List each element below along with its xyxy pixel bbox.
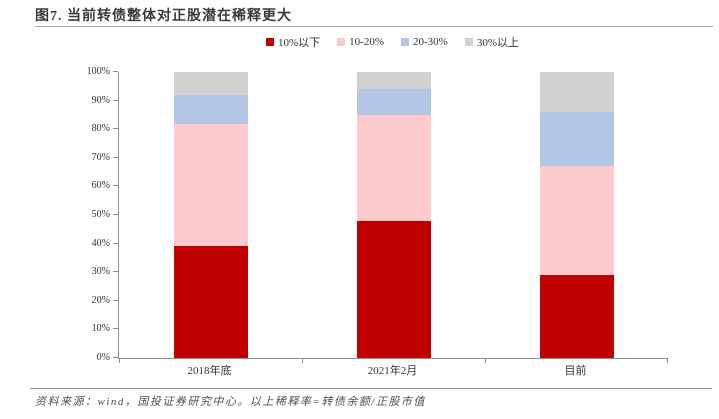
y-axis-tick-mark <box>113 185 118 187</box>
y-axis-tick-label: 30% <box>91 266 110 278</box>
legend-label: 20-30% <box>413 35 448 48</box>
x-axis-category-label-1: 2021年2月 <box>367 365 418 377</box>
bar-segment-series3 <box>356 72 431 90</box>
x-axis-tick-mark <box>119 359 120 363</box>
y-axis-tick-label: 20% <box>91 294 110 306</box>
chart-title: 图7. 当前转债整体对正股潜在稀释更大 <box>35 9 292 24</box>
y-axis-tick-label: 50% <box>91 209 110 220</box>
plot-area: 0% 10% 20% 30% 40% 50% 60% 70% 80% 90% 100% <box>87 66 668 363</box>
bars-container <box>119 72 668 358</box>
footer-divider <box>30 388 712 389</box>
legend-item-1: 10-20% <box>337 36 384 48</box>
legend: 10%以下 10-20% 20-30% 30%以上 <box>118 34 667 49</box>
x-axis-tick-mark <box>484 359 486 363</box>
legend-item-2: 20-30% <box>401 36 448 48</box>
y-axis-tick-mark <box>113 271 118 273</box>
x-axis-labels: 2018年底 2021年2月 目前 <box>118 362 667 378</box>
y-axis-tick-mark <box>113 99 118 101</box>
legend-item-0: 10%以下 <box>266 34 320 50</box>
bar-segment-series0 <box>173 246 248 358</box>
bar-segment-series3 <box>539 72 614 113</box>
bar-segment-series2 <box>173 94 248 124</box>
legend-label: 30%以上 <box>476 36 519 49</box>
stacked-bar-2 <box>539 72 614 358</box>
y-axis-tick-mark <box>113 357 118 358</box>
y-axis-tick-label: 90% <box>91 94 110 106</box>
bar-segment-series0 <box>356 220 431 358</box>
bar-segment-series1 <box>539 166 614 276</box>
stacked-bar-1 <box>356 72 431 358</box>
y-axis-tick-label: 60% <box>91 180 110 192</box>
legend-swatch-icon <box>266 37 274 46</box>
bar-slot-2 <box>485 72 668 358</box>
y-axis-tick-label: 0% <box>96 352 110 363</box>
bar-segment-series0 <box>539 275 614 358</box>
y-axis-tick-mark <box>113 214 118 215</box>
legend-label: 10-20% <box>349 35 384 48</box>
x-axis-tick-mark <box>301 359 303 363</box>
source-note: 资料来源：wind，国投证券研究中心。以上稀释率=转债余额/正股市值 <box>35 396 426 408</box>
legend-item-3: 30%以上 <box>464 34 519 50</box>
y-axis-tick-label: 40% <box>91 237 110 249</box>
y-axis-tick-label: 10% <box>91 323 110 335</box>
y-axis-tick-mark <box>113 156 118 158</box>
bar-slot-1 <box>302 72 485 358</box>
x-axis-category-label-2: 目前 <box>564 365 587 377</box>
y-axis-tick-mark <box>113 299 118 301</box>
y-axis-tick-label: 100% <box>86 66 110 77</box>
bar-segment-series3 <box>173 72 248 95</box>
x-axis-category-label-0: 2018年底 <box>187 365 232 377</box>
y-axis-tick-mark <box>113 328 118 330</box>
legend-swatch-icon <box>401 37 409 46</box>
bar-segment-series1 <box>173 123 248 247</box>
legend-label: 10%以下 <box>278 36 321 49</box>
bar-segment-series1 <box>356 114 431 221</box>
bar-slot-0 <box>119 72 302 358</box>
bar-segment-series2 <box>356 89 431 115</box>
legend-swatch-icon <box>464 37 473 46</box>
y-axis-tick-label: 80% <box>91 123 110 135</box>
y-axis-tick-mark <box>113 128 118 130</box>
title-underline <box>35 26 713 27</box>
x-axis-tick-mark <box>667 359 668 363</box>
y-axis-tick-mark <box>113 71 118 72</box>
bar-segment-series2 <box>539 112 614 167</box>
y-axis-tick-label: 70% <box>91 151 110 163</box>
stacked-bar-0 <box>173 72 248 358</box>
y-axis-tick-mark <box>113 242 118 244</box>
legend-swatch-icon <box>337 37 346 46</box>
